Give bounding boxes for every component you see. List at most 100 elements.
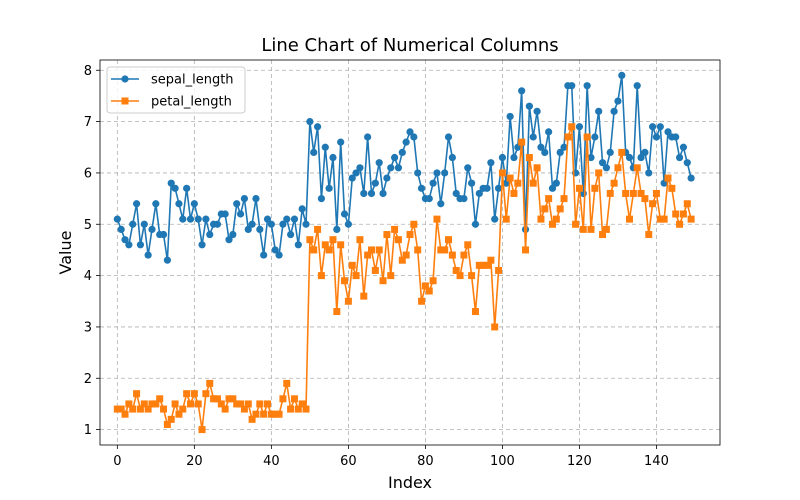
data-point [672,210,680,218]
data-point [329,153,337,162]
data-point [683,200,691,208]
data-point [271,410,279,418]
data-point [575,123,584,131]
data-point [533,164,541,172]
data-point [186,215,195,223]
data-point [132,200,141,208]
data-point [271,246,279,254]
x-tick-label: 100 [490,454,515,469]
data-point [171,400,179,408]
data-point [675,153,684,162]
data-point [352,272,360,280]
data-point [379,189,387,198]
data-point [641,195,649,203]
data-point [144,405,152,413]
x-tick-label: 80 [417,454,434,469]
data-point [475,189,483,198]
y-tick-label: 7 [84,115,92,130]
data-point [159,230,168,239]
data-point [652,133,661,141]
data-point [394,164,403,172]
data-point [194,400,202,408]
data-point [548,220,556,228]
data-point [518,87,526,95]
data-point [375,246,383,254]
data-point [406,128,414,136]
data-point [302,220,310,228]
data-point [356,236,364,244]
data-point [233,400,241,408]
data-point [364,251,372,259]
data-point [591,133,599,141]
data-point [390,153,399,162]
data-point [163,420,171,428]
data-point [491,215,499,223]
data-point [656,123,664,131]
data-point [414,246,422,254]
data-point [595,107,603,115]
data-point [525,102,533,110]
data-point [148,225,156,233]
data-point [595,169,603,177]
data-point [140,220,148,228]
data-point [313,123,322,131]
data-point [441,169,449,177]
data-point [198,241,206,249]
axes-frame [99,59,721,446]
data-point [418,297,426,305]
data-point [602,225,610,233]
data-point [298,400,306,408]
data-point [167,179,175,187]
data-point [506,174,514,182]
data-point [587,153,595,162]
data-point [421,282,429,290]
data-point [433,215,441,223]
data-point [121,236,129,244]
data-point [522,246,530,254]
data-point [633,164,641,172]
data-point [252,410,260,418]
data-point [283,379,291,387]
data-point [494,184,503,192]
data-point [537,143,545,151]
data-point [606,189,614,197]
data-point [213,395,221,403]
data-point [583,133,591,141]
x-tick-label: 20 [186,454,203,469]
data-point [240,195,249,203]
data-point [290,215,299,223]
data-point [441,246,449,254]
data-point [256,225,264,233]
chart-title: Line Chart of Numerical Columns [261,35,558,56]
data-point [206,379,214,387]
data-point [402,251,410,259]
data-point [337,241,345,249]
data-point [129,405,137,413]
data-point [444,133,453,141]
data-point [294,405,302,413]
data-point [398,256,406,264]
data-point [263,215,272,223]
legend-item: sepal_length [111,73,234,88]
data-point [471,220,480,228]
data-point [556,205,564,213]
plot-area [113,71,695,434]
data-point [391,225,399,233]
data-point [113,405,121,413]
data-point [471,308,479,316]
data-point [383,174,391,182]
data-point [179,405,187,413]
data-point [599,231,607,239]
data-point [383,231,391,239]
data-point [125,400,133,408]
data-point [117,225,125,233]
data-point [579,225,587,233]
data-point [529,179,537,187]
data-point [487,256,495,264]
legend-label: sepal_length [151,73,234,88]
data-point [121,410,129,418]
data-point [340,210,349,218]
data-point [283,215,291,223]
data-point [136,241,145,249]
data-point [687,174,695,182]
